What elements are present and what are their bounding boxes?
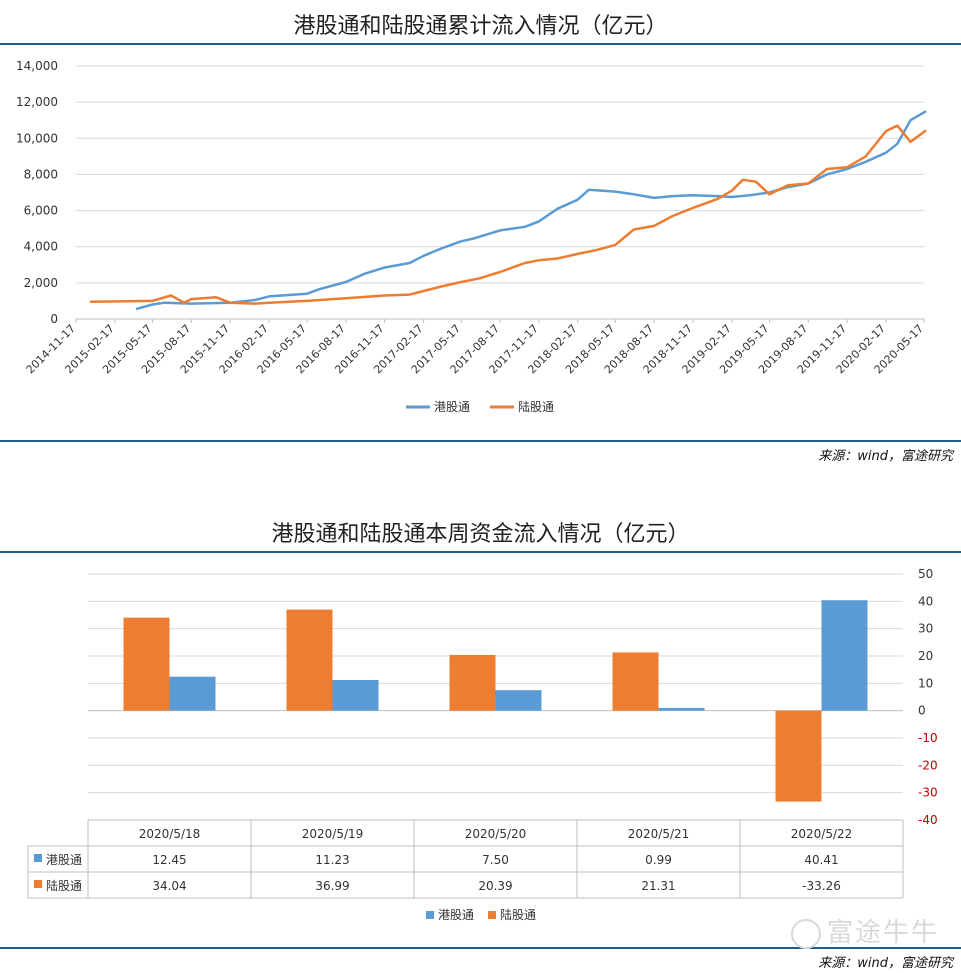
category-label: 2020/5/22 (791, 827, 853, 841)
y-tick-label: 8,000 (24, 167, 58, 181)
bar-lgt (286, 609, 333, 711)
y-tick-label: 40 (918, 594, 933, 608)
legend-label: 港股通 (434, 400, 470, 414)
y-tick-label: 6,000 (24, 204, 58, 218)
y-tick-label: 14,000 (16, 59, 58, 73)
legend-swatch (488, 911, 496, 919)
category-label: 2020/5/20 (465, 827, 527, 841)
bar-ggt (658, 707, 705, 711)
bar-ggt (821, 600, 868, 711)
data-value-label: 21.31 (641, 879, 675, 893)
futu-logo-icon (790, 918, 821, 949)
top-title-rule (0, 43, 961, 45)
y-tick-label: 30 (918, 622, 933, 636)
y-tick-label: 20 (918, 649, 933, 663)
y-tick-label: 12,000 (16, 95, 58, 109)
y-tick-label: -20 (918, 758, 938, 772)
data-value-label: 12.45 (152, 853, 186, 867)
legend-label: 港股通 (438, 908, 474, 922)
bar-lgt (123, 617, 170, 711)
y-tick-label: 10 (918, 676, 933, 690)
y-tick-label: 50 (918, 567, 933, 581)
data-value-label: 40.41 (804, 853, 838, 867)
legend-swatch (426, 911, 434, 919)
bar-lgt (449, 654, 496, 711)
bottom-source-note: 来源：wind，富途研究 (818, 956, 953, 971)
cumulative-flow-line-chart: 02,0004,0006,0008,00010,00012,00014,0002… (16, 59, 927, 414)
data-value-label: -33.26 (802, 879, 841, 893)
data-value-label: 11.23 (315, 853, 349, 867)
bar-lgt (612, 652, 659, 711)
bottom-title-rule (0, 551, 961, 553)
y-tick-label: -10 (918, 731, 938, 745)
category-label: 2020/5/19 (302, 827, 364, 841)
weekly-flow-bar-chart: 50 40 30 20 10 0 -10 -20 -30 -40 2020/5/18 2020/5/1… (27, 567, 938, 922)
y-tick-label: 0 (50, 312, 58, 326)
bar-ggt (169, 676, 216, 711)
legend-label: 陆股通 (518, 399, 554, 414)
category-label: 2020/5/18 (139, 827, 201, 841)
top-chart-title: 港股通和陆股通累计流入情况（亿元） (293, 14, 668, 39)
y-tick-label: 4,000 (24, 240, 58, 254)
category-label: 2020/5/21 (628, 827, 690, 841)
watermark-text: 富途牛牛 (826, 918, 939, 948)
bottom-chart-title: 港股通和陆股通本周资金流入情况（亿元） (271, 522, 690, 547)
bar-ggt (495, 690, 542, 711)
y-tick-label: -30 (918, 786, 938, 800)
data-value-label: 7.50 (482, 853, 509, 867)
y-tick-label: -40 (918, 813, 938, 827)
bar-ggt (332, 679, 379, 711)
y-tick-label: 2,000 (24, 276, 58, 290)
series-line-lgt (89, 124, 927, 305)
bar-lgt (775, 710, 822, 802)
bottom-bottom-rule (0, 947, 961, 949)
data-value-label: 0.99 (645, 853, 672, 867)
legend-label: 陆股通 (500, 907, 536, 922)
y-tick-label: 0 (918, 704, 926, 718)
data-value-label: 34.04 (152, 879, 186, 893)
data-value-label: 20.39 (478, 879, 512, 893)
table-series-name: 港股通 (46, 853, 82, 867)
top-bottom-rule (0, 440, 961, 442)
y-tick-label: 10,000 (16, 131, 58, 145)
data-value-label: 36.99 (315, 879, 349, 893)
table-legend-swatch (34, 854, 42, 862)
table-legend-swatch (34, 880, 42, 888)
series-line-ggt (135, 110, 927, 311)
top-source-note: 来源：wind，富途研究 (818, 449, 953, 464)
watermark: 富途牛牛 (790, 912, 939, 949)
table-series-name: 陆股通 (46, 878, 82, 893)
